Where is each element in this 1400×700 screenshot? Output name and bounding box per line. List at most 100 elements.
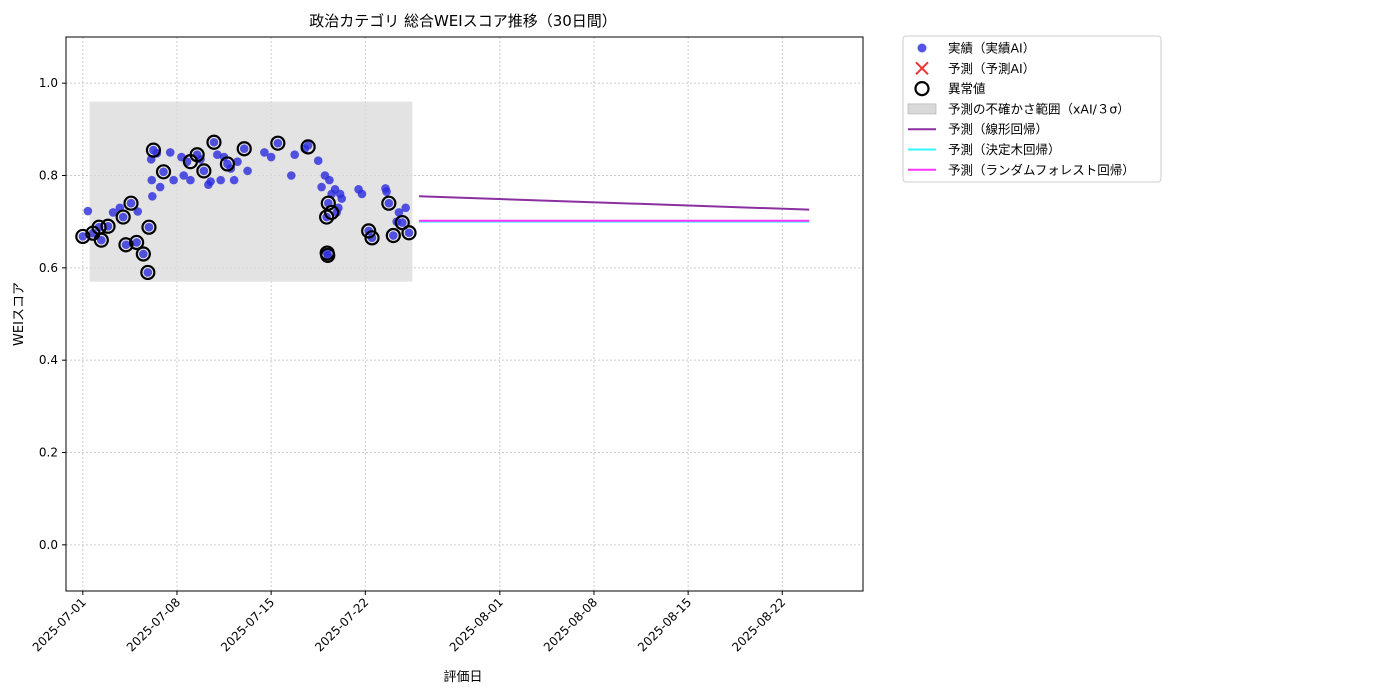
- x-tick-label: 2025-07-01: [30, 595, 89, 654]
- anomaly-point: [115, 209, 131, 225]
- actual-point: [266, 152, 276, 162]
- y-tick-label: 1.0: [39, 76, 58, 90]
- actual-point: [159, 167, 168, 177]
- actual-point: [133, 207, 143, 216]
- y-axis-ticks: 0.0 0.2 0.4 0.6 0.8 1.0: [39, 76, 66, 552]
- legend-label: 予測（予測AI）: [948, 61, 1035, 76]
- legend-label: 予測の不確かさ範囲（xAI/３σ）: [948, 101, 1130, 116]
- actual-point: [144, 222, 154, 232]
- chart-title: 政治カテゴリ 総合WEIスコア推移（30日間）: [309, 12, 617, 30]
- actual-point: [401, 203, 410, 213]
- x-tick-label: 2025-08-01: [447, 595, 506, 654]
- actual-point: [206, 177, 215, 186]
- actual-point: [382, 187, 391, 196]
- anomaly-point: [100, 218, 116, 234]
- actual-point: [186, 175, 195, 185]
- anomaly-point: [300, 139, 316, 155]
- legend-label: 実績（実績AI）: [948, 41, 1035, 56]
- anomaly-point: [155, 164, 172, 180]
- anomaly-point: [93, 232, 109, 248]
- anomaly-point: [145, 142, 162, 158]
- actual-point: [303, 141, 313, 150]
- actual-point: [199, 166, 209, 176]
- actual-point: [384, 198, 394, 208]
- legend-frame: [902, 35, 1162, 183]
- actual-point: [273, 138, 283, 148]
- actual-point: [132, 238, 141, 247]
- actual-point: [216, 175, 225, 185]
- y-tick-label: 0.4: [39, 353, 58, 367]
- actual-point: [213, 150, 222, 160]
- prediction-lines: [419, 195, 810, 223]
- actual-point: [108, 208, 118, 217]
- actual-point: [290, 150, 299, 160]
- anomaly-point: [364, 230, 380, 246]
- actual-point: [209, 137, 219, 147]
- actual-point: [121, 240, 131, 250]
- anomaly-point: [320, 247, 336, 263]
- actual-point: [78, 232, 88, 241]
- anomaly-point: [324, 204, 340, 221]
- y-axis-label: WEIスコア: [12, 282, 27, 346]
- actual-point: [229, 175, 239, 185]
- actual-point: [313, 156, 323, 166]
- actual-point: [155, 182, 165, 192]
- anomaly-point: [196, 163, 212, 179]
- anomaly-point: [206, 134, 222, 150]
- anomaly-point: [75, 228, 91, 245]
- anomaly-point: [140, 264, 156, 281]
- anomaly-point: [189, 147, 205, 163]
- anomaly-point: [401, 225, 417, 241]
- actual-point: [334, 203, 343, 213]
- anomaly-point: [123, 195, 139, 211]
- x-axis-ticks: 2025-07-01 2025-07-08 2025-07-15 2025-07-22…: [30, 591, 788, 654]
- anomaly-point: [236, 141, 252, 157]
- legend-marker-cross: [915, 61, 929, 76]
- x-tick-label: 2025-08-08: [541, 595, 600, 654]
- plot-frame: [65, 36, 864, 592]
- actual-point: [179, 171, 189, 180]
- actual-point: [357, 189, 367, 199]
- prediction-line-linear: [419, 195, 810, 211]
- legend-marker-patch: [907, 103, 937, 115]
- anomaly-point: [135, 246, 151, 262]
- actual-point: [83, 206, 93, 216]
- actual-point: [323, 251, 333, 260]
- legend-label: 異常値: [948, 81, 986, 96]
- x-tick-label: 2025-07-15: [218, 595, 277, 654]
- actual-point: [147, 175, 157, 185]
- y-tick-label: 0.6: [39, 261, 58, 275]
- actual-point: [397, 218, 407, 227]
- actual-point: [317, 182, 326, 192]
- x-tick-label: 2025-08-15: [635, 595, 694, 654]
- legend-marker-ring: [914, 80, 930, 97]
- legend-label: 予測（線形回帰）: [948, 122, 1048, 137]
- actual-point: [126, 198, 136, 208]
- x-tick-label: 2025-07-08: [124, 595, 183, 654]
- anomaly-point: [118, 237, 134, 253]
- anomaly-points: [75, 134, 417, 281]
- actual-point: [394, 208, 404, 217]
- anomaly-point: [129, 234, 145, 251]
- actual-point: [325, 175, 334, 185]
- y-tick-label: 0.8: [39, 169, 58, 183]
- anomaly-point: [219, 156, 236, 172]
- actual-point: [169, 175, 178, 185]
- actual-points: [78, 137, 414, 277]
- actual-point: [337, 194, 347, 203]
- legend-label: 予測（決定木回帰）: [948, 142, 1061, 157]
- anomaly-point: [141, 219, 157, 235]
- x-axis-label: 評価日: [443, 670, 482, 685]
- anomaly-point: [361, 223, 377, 239]
- anomaly-point: [385, 227, 401, 244]
- actual-point: [404, 228, 414, 238]
- actual-point: [139, 249, 148, 259]
- actual-point: [239, 144, 249, 154]
- anomaly-point: [394, 214, 410, 231]
- actual-point: [287, 171, 296, 180]
- actual-point: [165, 148, 175, 157]
- actual-point: [260, 148, 269, 157]
- x-tick-label: 2025-07-22: [312, 595, 371, 654]
- anomaly-point: [320, 195, 336, 211]
- actual-point: [143, 268, 153, 277]
